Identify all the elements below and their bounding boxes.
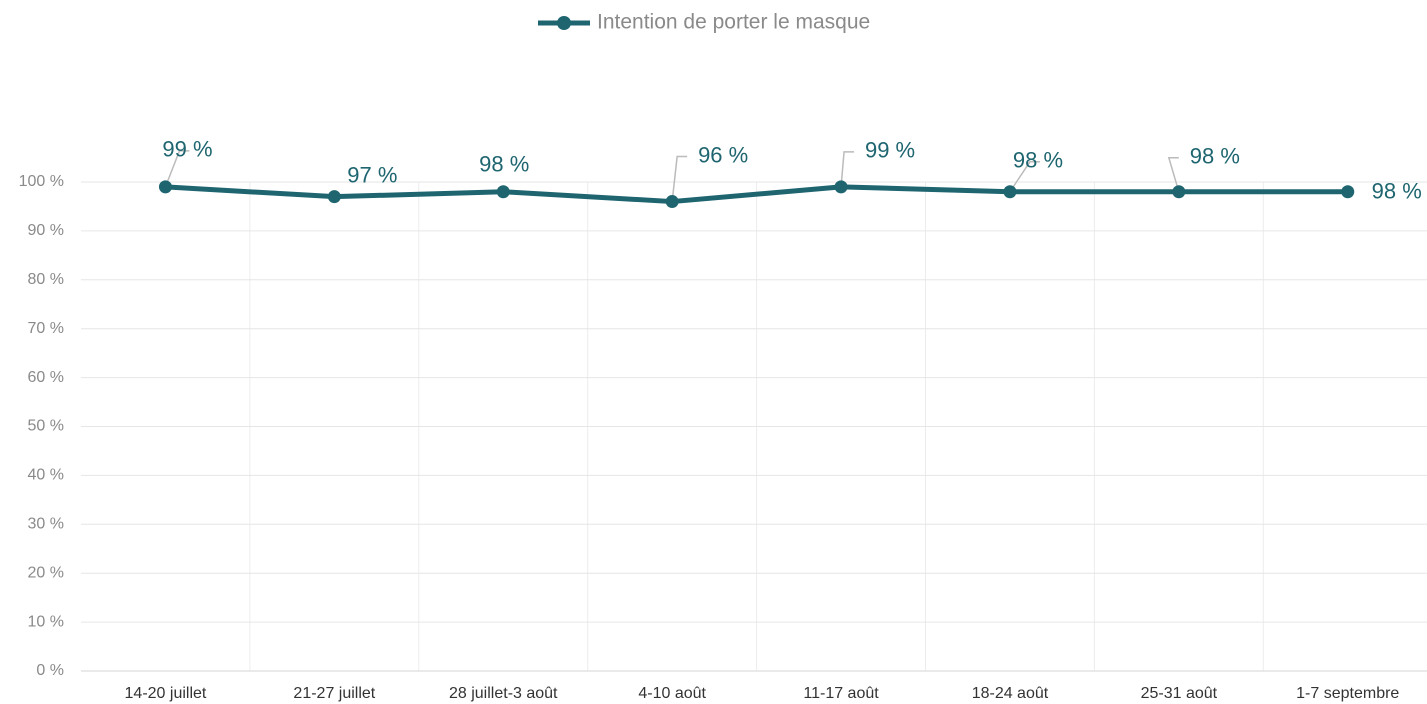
data-label: 99 % <box>865 138 915 163</box>
data-label: 98 % <box>1013 148 1063 173</box>
x-tick-label: 11-17 août <box>803 685 879 702</box>
data-label: 98 % <box>1190 144 1240 169</box>
y-tick-label: 20 % <box>28 564 64 581</box>
data-label: 99 % <box>162 137 212 162</box>
leader-line <box>164 150 190 188</box>
y-tick-label: 30 % <box>28 516 64 533</box>
point <box>834 180 848 194</box>
x-tick-label: 25-31 août <box>1141 685 1218 702</box>
x-tick-label: 21-27 juillet <box>293 685 375 702</box>
series-line <box>165 184 1348 205</box>
y-tick-label: 40 % <box>28 467 64 484</box>
data-label: 98 % <box>479 152 529 177</box>
point <box>496 185 510 199</box>
y-tick-label: 50 % <box>28 418 64 435</box>
point <box>158 180 172 194</box>
y-tick-label: 60 % <box>28 369 64 386</box>
x-tick-label: 28 juillet-3 août <box>449 685 558 702</box>
point <box>1003 185 1017 199</box>
x-tick-label: 4-10 août <box>638 685 706 702</box>
y-tick-label: 80 % <box>28 271 64 288</box>
y-tick-label: 90 % <box>28 222 64 239</box>
point <box>665 195 679 209</box>
leader-line <box>1009 161 1040 193</box>
point <box>1172 185 1186 199</box>
y-tick-label: 0 % <box>36 662 64 679</box>
y-tick-label: 10 % <box>28 613 64 630</box>
y-tick-label: 100 % <box>19 173 64 190</box>
y-tick-label: 70 % <box>28 320 64 337</box>
x-tick-label: 18-24 août <box>972 685 1049 702</box>
leader-line <box>840 151 855 187</box>
data-label: 97 % <box>347 162 397 187</box>
data-label: 96 % <box>698 142 748 167</box>
point <box>1341 185 1355 199</box>
x-tick-label: 14-20 juillet <box>125 685 207 702</box>
legend-marker <box>557 16 571 30</box>
point <box>327 190 341 204</box>
data-label: 98 % <box>1372 179 1422 204</box>
legend-label: Intention de porter le masque <box>597 11 870 34</box>
leader-line <box>671 155 688 202</box>
leader-line <box>1167 157 1180 192</box>
x-tick-label: 1-7 septembre <box>1296 685 1399 702</box>
